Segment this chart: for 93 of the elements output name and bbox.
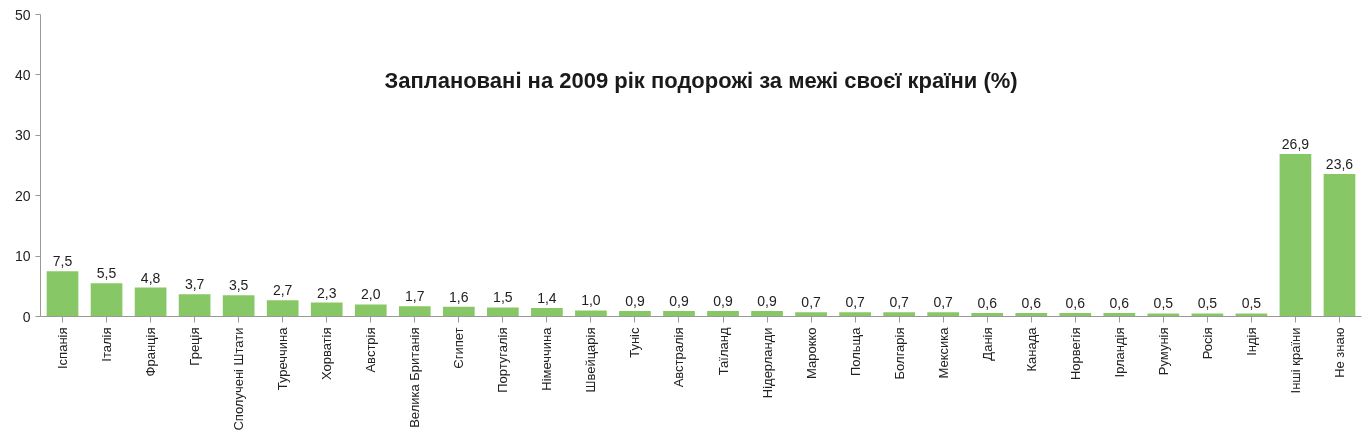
x-tick-label: Болгарія <box>891 327 907 380</box>
x-tick-label: Велика Британія <box>407 327 423 428</box>
data-label: 1,0 <box>581 292 601 309</box>
data-label: 4,8 <box>140 269 161 286</box>
y-tick-label: 30 <box>14 127 31 144</box>
bar <box>1147 313 1180 317</box>
x-tick-label: Португалія <box>495 327 511 393</box>
data-label: 2,0 <box>361 286 381 303</box>
bar <box>795 312 827 317</box>
x-tick-label: Сполучені Штати <box>231 327 247 431</box>
x-tick-label: Не знаю <box>1331 327 1347 378</box>
x-tick-label: Польща <box>847 326 863 377</box>
y-tick-label: 40 <box>14 66 31 83</box>
bar <box>751 311 783 317</box>
data-label: 1,4 <box>537 290 557 307</box>
x-tick-label: Хорватія <box>319 327 335 381</box>
x-tick-label: Марокко <box>803 327 819 379</box>
x-tick-label: Ірландія <box>1111 327 1127 378</box>
data-label: 0,9 <box>757 293 777 310</box>
data-label: 2,3 <box>316 284 337 301</box>
bar <box>663 311 695 317</box>
bar <box>1235 313 1268 317</box>
data-label: 0,6 <box>1021 294 1042 311</box>
x-tick-label: Швейцарія <box>583 327 599 393</box>
data-label: 5,5 <box>96 265 117 282</box>
x-tick-label: Італія <box>99 327 115 362</box>
data-label: 2,7 <box>272 282 293 299</box>
bar <box>1279 154 1312 317</box>
bar <box>46 271 79 317</box>
bar <box>266 300 299 317</box>
data-label: 7,5 <box>52 253 73 270</box>
data-label: 0,6 <box>1065 294 1086 311</box>
x-tick-label: Німеччина <box>539 326 555 391</box>
x-tick-label: Індія <box>1243 327 1259 356</box>
data-label: 0,7 <box>845 294 866 311</box>
data-label: 1,6 <box>449 288 469 305</box>
data-label: 0,6 <box>1109 294 1130 311</box>
bar <box>354 304 387 317</box>
data-label: 23,6 <box>1325 155 1354 172</box>
x-tick-label: Єгипет <box>451 327 467 369</box>
y-tick-label: 10 <box>14 248 31 265</box>
bar <box>398 306 431 317</box>
data-label: 26,9 <box>1281 136 1310 153</box>
x-tick-label: Мексика <box>935 326 951 379</box>
bar <box>707 311 739 317</box>
data-label: 1,7 <box>405 288 425 305</box>
x-tick-label: Норвегія <box>1067 327 1083 381</box>
y-tick-label: 0 <box>22 308 31 325</box>
data-label: 0,9 <box>625 293 645 310</box>
bar <box>927 312 960 317</box>
data-label: 0,7 <box>801 294 822 311</box>
x-tick-label: Таїланд <box>715 327 731 376</box>
bar <box>442 306 475 317</box>
bar <box>178 294 211 317</box>
x-tick-label: Франція <box>143 327 159 377</box>
x-tick-label: Іспанія <box>55 327 71 369</box>
bar <box>1323 173 1356 317</box>
y-tick-label: 50 <box>14 6 31 23</box>
bar <box>310 302 343 317</box>
data-label: 0,5 <box>1197 295 1218 312</box>
data-label: 3,7 <box>184 276 205 293</box>
y-tick-label: 20 <box>14 187 31 204</box>
x-tick-label: Нідерланди <box>759 327 775 399</box>
bar <box>487 307 519 317</box>
data-label: 0,5 <box>1153 295 1174 312</box>
data-label: 0,9 <box>713 293 733 310</box>
x-tick-label: Греція <box>187 327 203 366</box>
x-tick-label: Канада <box>1023 326 1039 372</box>
bar <box>531 308 563 317</box>
data-label: 0,7 <box>889 294 910 311</box>
bar <box>134 287 167 317</box>
x-tick-label: Туніс <box>627 327 643 358</box>
x-tick-label: Інші країни <box>1287 327 1303 394</box>
x-tick-label: Данія <box>979 327 995 361</box>
bar <box>575 310 607 317</box>
data-label: 0,5 <box>1241 295 1262 312</box>
text: Заплановані на 2009 рік подорожі за межі своєї країни (%) <box>384 68 1018 94</box>
data-label: 1,5 <box>493 289 513 306</box>
data-label: 0,7 <box>933 294 954 311</box>
x-tick-label: Австралія <box>671 327 687 388</box>
x-tick-label: Австрія <box>363 327 379 373</box>
bar <box>1191 313 1224 317</box>
data-label: 3,5 <box>228 277 249 294</box>
data-label: 0,6 <box>977 294 998 311</box>
data-label: 0,9 <box>669 293 689 310</box>
bar <box>222 295 255 317</box>
x-tick-label: Румунія <box>1155 327 1171 376</box>
x-tick-label: Туреччина <box>275 326 291 391</box>
x-tick-label: Росія <box>1199 327 1215 360</box>
bar <box>90 283 123 317</box>
bar <box>883 312 915 317</box>
bar <box>839 312 871 317</box>
bar <box>619 311 651 317</box>
